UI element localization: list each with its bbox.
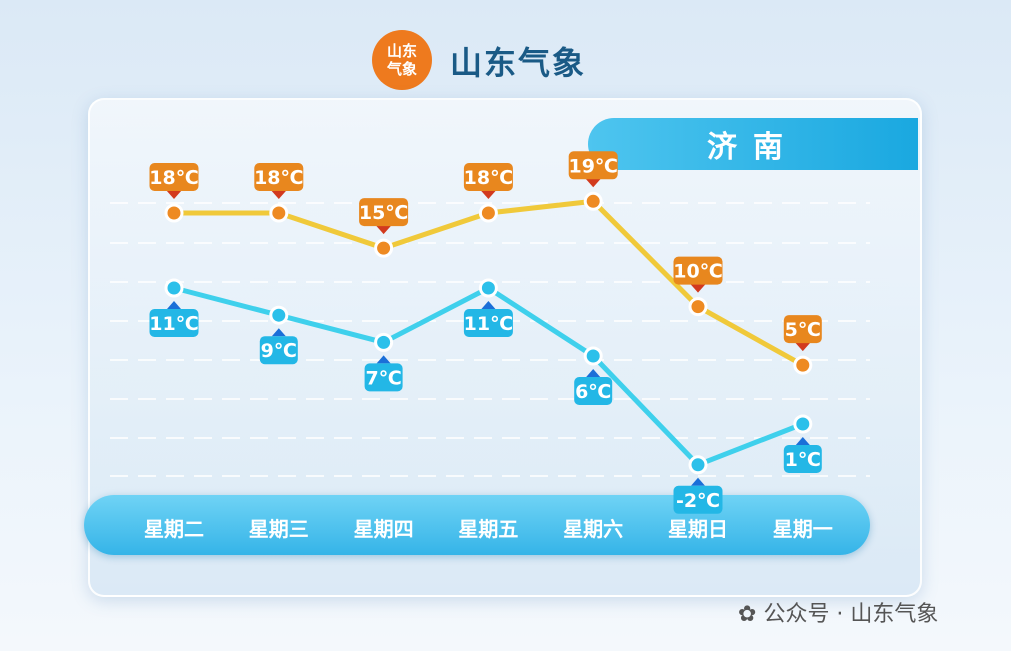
svg-text:19℃: 19℃: [568, 155, 617, 177]
data-label: 18℃: [464, 163, 513, 199]
data-point: [583, 191, 603, 211]
data-point: [164, 278, 184, 298]
svg-text:18℃: 18℃: [254, 167, 303, 189]
day-label: 星期五: [458, 517, 519, 541]
data-label: 5℃: [783, 315, 822, 352]
data-label: 19℃: [568, 151, 618, 188]
data-point: [793, 355, 813, 375]
wechat-icon: ✿: [738, 602, 764, 627]
data-point: [374, 332, 394, 352]
data-label: 11℃: [464, 301, 513, 337]
data-label: 6℃: [574, 369, 613, 405]
svg-text:18℃: 18℃: [149, 167, 198, 189]
svg-text:-2℃: -2℃: [676, 490, 720, 512]
day-label: 星期二: [144, 517, 204, 541]
day-bar: [84, 495, 870, 555]
data-label: -2℃: [673, 477, 723, 514]
data-label: 18℃: [149, 163, 199, 199]
data-point: [688, 297, 708, 317]
data-point: [374, 238, 394, 258]
day-label: 星期六: [563, 517, 624, 541]
svg-text:7℃: 7℃: [365, 367, 401, 389]
brand-title: 山东气象: [450, 44, 587, 82]
day-label: 星期一: [772, 517, 833, 541]
data-point: [478, 278, 498, 298]
svg-text:10℃: 10℃: [673, 261, 722, 283]
svg-text:5℃: 5℃: [785, 319, 821, 341]
svg-text:1℃: 1℃: [785, 449, 821, 471]
day-label: 星期四: [353, 517, 414, 541]
data-label: 15℃: [359, 198, 408, 235]
data-point: [688, 455, 708, 475]
svg-text:6℃: 6℃: [575, 381, 611, 403]
data-point: [164, 203, 184, 223]
svg-text:9℃: 9℃: [261, 340, 297, 362]
svg-text:15℃: 15℃: [359, 202, 408, 224]
data-label: 9℃: [259, 328, 298, 365]
data-label: 7℃: [364, 355, 403, 392]
data-point: [793, 414, 813, 434]
logo: 山东 气象: [372, 30, 432, 90]
data-label: 18℃: [254, 163, 304, 199]
svg-text:18℃: 18℃: [464, 167, 513, 189]
data-label: 10℃: [673, 256, 723, 293]
data-label: 1℃: [783, 437, 822, 473]
data-point: [583, 346, 603, 366]
watermark: ✿ 公众号 · 山东气象: [738, 602, 939, 627]
city-banner: 济南: [588, 118, 918, 170]
day-label: 星期三: [248, 517, 309, 541]
day-label: 星期日: [668, 517, 728, 541]
svg-text:11℃: 11℃: [464, 313, 513, 335]
data-point: [269, 203, 289, 223]
data-point: [478, 203, 498, 223]
data-label: 11℃: [149, 301, 199, 337]
data-point: [269, 305, 289, 325]
svg-text:11℃: 11℃: [149, 313, 198, 335]
